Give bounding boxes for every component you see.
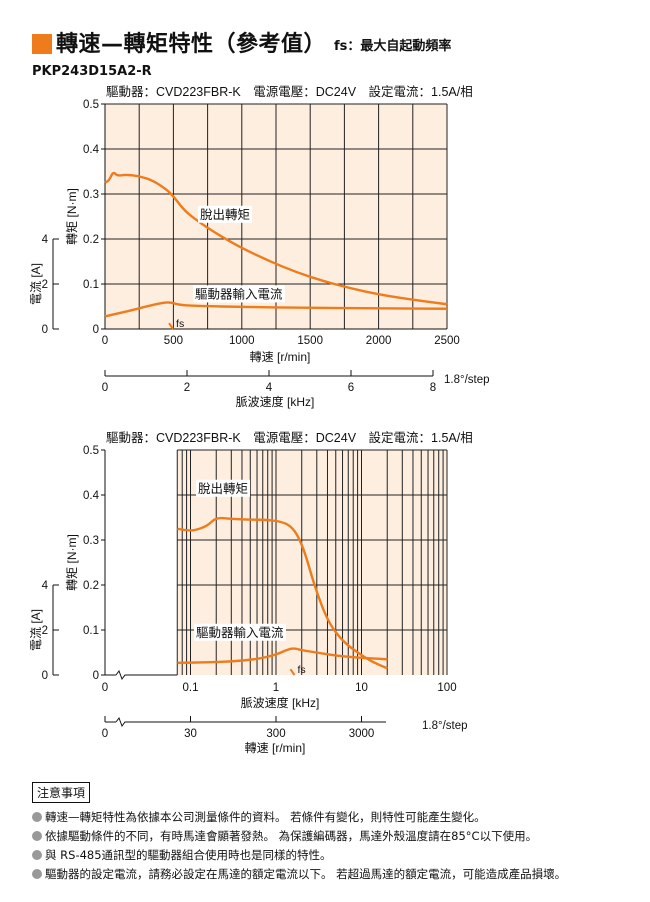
y2-tick-label: 0 (42, 324, 48, 336)
y-axis-label: 轉矩 [N·m] (65, 534, 79, 591)
bullet-icon (32, 849, 42, 860)
y2-tick-label: 2 (42, 625, 48, 637)
y-tick-label: 0.2 (83, 580, 99, 592)
fs-label: fs (176, 318, 184, 330)
chart-subtitle: 驅動器：CVD223FBR-K 電源電壓：DC24V 設定電流：1.5A/相 (106, 84, 473, 99)
title-bar: 轉速—轉矩特性（參考值） fs：最大自起動頻率 (32, 30, 451, 58)
y-axis-label: 轉矩 [N·m] (65, 188, 79, 245)
y-tick-label: 0.3 (83, 535, 99, 547)
y2-axis-label: 電流 [A] (29, 609, 43, 651)
page-title: 轉速—轉矩特性（參考值） (56, 32, 327, 57)
label-backing (194, 623, 287, 641)
y2-tick-label: 0 (42, 670, 48, 682)
note-item: 驅動器的設定電流，請務必設定在馬達的額定電流以下。 若超過馬達的額定電流，可能造… (32, 864, 632, 883)
model-number: PKP243D15A2-R (32, 64, 152, 79)
y-tick-label: 0 (93, 324, 99, 336)
x-tick-label: 1000 (229, 335, 255, 347)
chart-subtitle: 驅動器：CVD223FBR-K 電源電壓：DC24V 設定電流：1.5A/相 (106, 430, 473, 445)
x-tick-label: 0 (102, 335, 108, 347)
fs-note: fs：最大自起動頻率 (334, 39, 452, 54)
label-backing (198, 205, 253, 223)
y-tick-label: 0.3 (83, 189, 99, 201)
x2-tick-label: 6 (348, 382, 354, 394)
bullet-icon (32, 830, 42, 841)
label-backing (193, 285, 286, 303)
input-current-curve (177, 647, 388, 665)
x2-tick-label: 8 (430, 382, 436, 394)
note-item: 與 RS-485通訊型的驅動器組合使用時也是同樣的特性。 (32, 845, 632, 864)
input-current-label: 驅動器輸入電流 (196, 625, 284, 640)
x2-tick-label: 3000 (349, 728, 375, 740)
x-tick-label: 2500 (434, 335, 460, 347)
note-item: 依據驅動條件的不同，有時馬達會顯著發熱。 為保護編碼器，馬達外殼溫度請在85°C… (32, 826, 632, 845)
y2-axis-label: 電流 [A] (29, 263, 43, 305)
x-axis-label: 脈波速度 [kHz] (241, 695, 320, 710)
step-label: 1.8°/step (422, 720, 468, 732)
x-tick-label: 1 (273, 682, 279, 694)
x2-tick-label: 0 (102, 728, 108, 740)
y-tick-label: 0 (93, 670, 99, 682)
x-axis-label: 轉速 [r/min] (250, 350, 311, 364)
x2-tick-label: 300 (266, 728, 285, 740)
axis-break (115, 669, 178, 681)
pullout-torque-label: 脫出轉矩 (200, 207, 250, 222)
pullout-torque-curve (177, 516, 388, 670)
fs-marker (168, 322, 174, 330)
x2-tick-label: 30 (184, 728, 197, 740)
bullet-icon (32, 811, 42, 822)
y-tick-label: 0.1 (83, 279, 99, 291)
x-tick-label: 100 (437, 682, 456, 694)
input-current-label: 驅動器輸入電流 (195, 286, 283, 301)
y-tick-label: 0.4 (83, 490, 100, 502)
y-tick-label: 0.4 (83, 144, 100, 156)
pullout-torque-curve (104, 171, 448, 306)
x-tick-label: 500 (164, 335, 183, 347)
pullout-torque-label: 脫出轉矩 (198, 481, 248, 496)
y-tick-label: 0.5 (83, 445, 99, 457)
x2-tick-label: 0 (102, 382, 108, 394)
bullet-icon (32, 868, 42, 879)
x2-tick-label: 2 (184, 382, 190, 394)
fs-label: fs (297, 664, 305, 676)
x-tick-label: 2000 (366, 335, 392, 347)
y2-tick-label: 4 (42, 580, 49, 592)
note-item: 轉速—轉矩特性為依據本公司測量條件的資料。 若條件有變化，則特性可能產生變化。 (32, 807, 632, 826)
axis-break (115, 716, 386, 728)
chart-speed-torque-log: 驅動器：CVD223FBR-K 電源電壓：DC24V 設定電流：1.5A/相00… (29, 430, 473, 755)
x2-axis-label: 轉速 [r/min] (245, 741, 306, 755)
chart-speed-torque-linear: 驅動器：CVD223FBR-K 電源電壓：DC24V 設定電流：1.5A/相00… (29, 84, 490, 409)
notes-heading: 注意事項 (32, 782, 91, 803)
x-tick-label: 1500 (297, 335, 323, 347)
notes-section: 注意事項 轉速—轉矩特性為依據本公司測量條件的資料。 若條件有變化，則特性可能產… (32, 782, 632, 883)
x2-axis-label: 脈波速度 [kHz] (236, 394, 315, 409)
fs-marker (289, 668, 296, 676)
y2-tick-label: 2 (42, 279, 48, 291)
grid (105, 103, 448, 329)
x-tick-label: 0 (102, 682, 108, 694)
note-text: 與 RS-485通訊型的驅動器組合使用時也是同樣的特性。 (45, 847, 332, 862)
grid (176, 449, 448, 675)
note-text: 轉速—轉矩特性為依據本公司測量條件的資料。 若條件有變化，則特性可能產生變化。 (45, 809, 486, 824)
y-tick-label: 0.1 (83, 625, 99, 637)
x-tick-label: 10 (355, 682, 368, 694)
y-tick-label: 0.5 (83, 99, 99, 111)
x-tick-label: 0.1 (183, 682, 199, 694)
step-label: 1.8°/step (444, 374, 490, 386)
y-tick-label: 0.2 (83, 234, 99, 246)
x2-tick-label: 4 (266, 382, 273, 394)
label-backing (196, 479, 251, 497)
y2-tick-label: 4 (42, 234, 49, 246)
input-current-curve (104, 301, 448, 318)
note-text: 依據驅動條件的不同，有時馬達會顯著發熱。 為保護編碼器，馬達外殼溫度請在85°C… (45, 828, 538, 843)
title-square-icon (32, 34, 52, 54)
note-text: 驅動器的設定電流，請務必設定在馬達的額定電流以下。 若超過馬達的額定電流，可能造… (45, 866, 567, 881)
